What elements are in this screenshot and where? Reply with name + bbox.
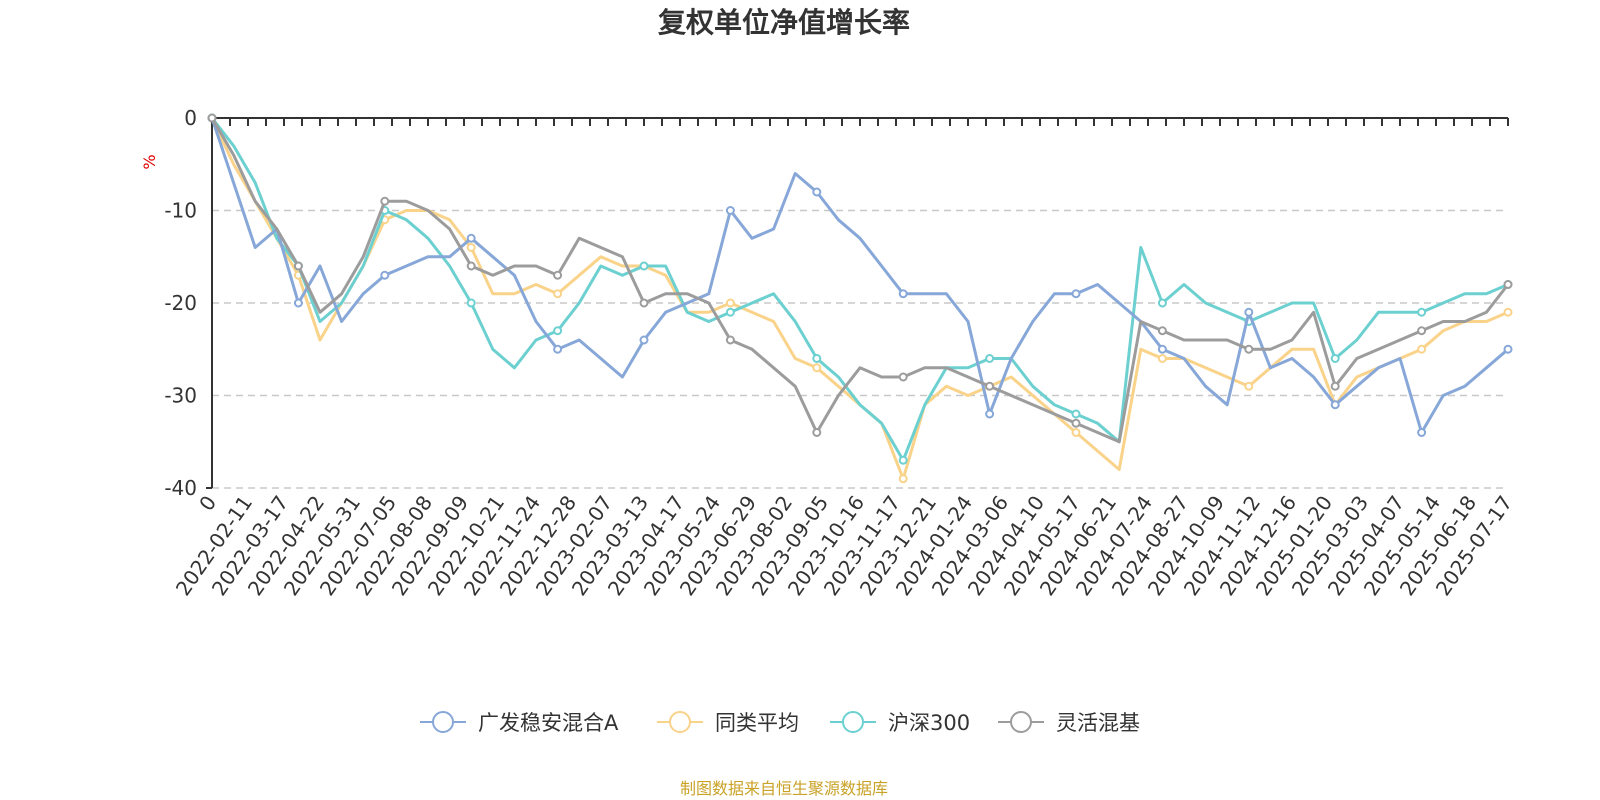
series-point [639, 335, 649, 345]
series-point [466, 243, 476, 252]
legend-label: 同类平均 [715, 711, 799, 735]
series-point [1244, 307, 1254, 317]
legend-item-3[interactable]: 灵活混基 [998, 711, 1140, 735]
series-point [725, 206, 735, 215]
series-point [553, 326, 563, 336]
series-point [1503, 280, 1513, 289]
series-point [1071, 289, 1081, 299]
series-point [553, 270, 563, 280]
series-point [466, 261, 476, 271]
series-point [1417, 428, 1427, 437]
series-point [812, 354, 822, 363]
series-point [553, 289, 563, 299]
series-point [207, 113, 217, 123]
y-tick-label: -10 [164, 199, 197, 223]
y-tick-label: -30 [164, 384, 197, 408]
series-point [639, 298, 649, 308]
legend-marker [842, 711, 864, 733]
legend[interactable]: 广发稳安混合A 同类平均 沪深300 灵活混基 [420, 711, 1140, 735]
series-point [293, 298, 303, 308]
series-line-0 [210, 117, 1509, 434]
series-line-1 [210, 117, 1509, 481]
legend-item-2[interactable]: 沪深300 [830, 711, 970, 735]
series-point [1071, 428, 1081, 437]
series-point [898, 372, 908, 382]
y-axis-unit: % [140, 154, 159, 169]
series-point [1417, 326, 1427, 336]
series-point [1157, 354, 1167, 363]
series-point [553, 344, 563, 354]
series-point [725, 335, 735, 345]
series-point [1503, 344, 1513, 354]
series-point [1330, 381, 1340, 391]
chart-title: 复权单位净值增长率 [658, 6, 910, 39]
series-point [725, 307, 735, 317]
legend-item-1[interactable]: 同类平均 [657, 711, 799, 735]
series-point [898, 474, 908, 484]
legend-marker [432, 711, 454, 733]
legend-item-0[interactable]: 广发稳安混合A [420, 711, 619, 735]
series-point [466, 298, 476, 308]
y-tick-label: -20 [164, 291, 197, 315]
legend-marker [1010, 711, 1032, 733]
series-point [1330, 354, 1340, 363]
series-point [898, 289, 908, 299]
legend-label: 灵活混基 [1056, 711, 1140, 735]
series-point [1071, 409, 1081, 419]
x-tick-label: 0 [194, 491, 221, 515]
series-point [1157, 298, 1167, 308]
series-point [293, 261, 303, 271]
series-line-2 [210, 117, 1509, 462]
series-point [1157, 326, 1167, 336]
series-point [985, 381, 995, 391]
series-point [1503, 307, 1513, 317]
series-point [725, 298, 735, 308]
series-line-3 [210, 117, 1510, 444]
series-point [1244, 344, 1254, 354]
series-lines [207, 113, 1513, 484]
series-point [380, 270, 390, 280]
series-point [1244, 381, 1254, 391]
series-point [812, 187, 822, 197]
series-point [1157, 344, 1167, 354]
y-tick-label: -40 [164, 476, 197, 500]
series-point [985, 409, 995, 419]
series-point [1417, 344, 1427, 354]
series-point [812, 363, 822, 373]
series-point [380, 196, 390, 206]
series-point [1330, 400, 1340, 410]
series-point [985, 354, 995, 363]
series-point [1417, 307, 1427, 317]
series-point [1071, 418, 1081, 428]
data-source-note: 制图数据来自恒生聚源数据库 [680, 779, 888, 798]
legend-label: 沪深300 [888, 711, 970, 735]
y-tick-label: 0 [184, 106, 197, 130]
legend-label: 广发稳安混合A [478, 711, 619, 735]
series-point [898, 455, 908, 465]
series-point [812, 428, 822, 437]
series-point [639, 261, 649, 271]
legend-marker [669, 711, 691, 733]
series-point [466, 233, 476, 243]
